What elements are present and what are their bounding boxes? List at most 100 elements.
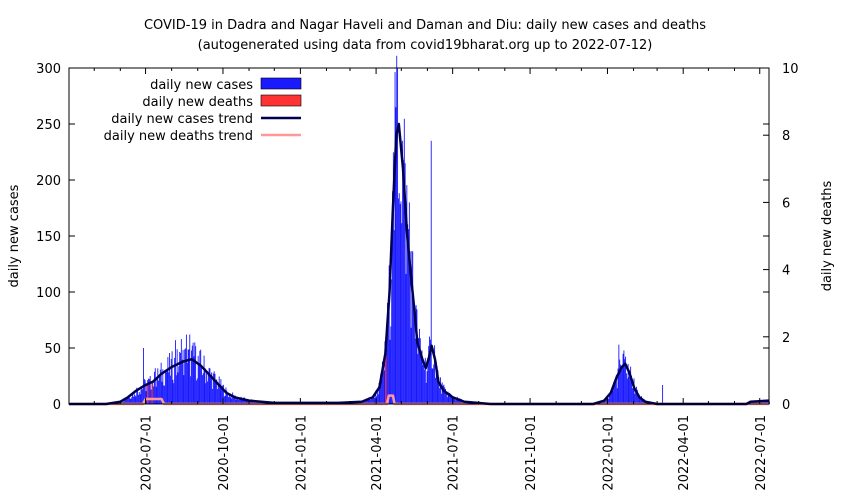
- case-bar: [239, 399, 241, 404]
- case-bar: [379, 383, 381, 404]
- case-bar: [229, 397, 231, 404]
- case-bar: [148, 378, 149, 404]
- case-bar: [212, 373, 214, 404]
- case-bar: [216, 379, 218, 404]
- case-bar: [224, 395, 226, 404]
- case-bar: [419, 338, 421, 404]
- case-bar: [605, 399, 607, 404]
- case-bar: [159, 374, 160, 404]
- case-bar: [191, 345, 193, 404]
- case-bar: [434, 377, 436, 404]
- case-bar: [368, 397, 370, 404]
- case-bar: [155, 386, 157, 404]
- case-bar: [221, 387, 223, 404]
- case-bar: [625, 373, 627, 404]
- case-bar: [406, 185, 408, 404]
- case-bar: [394, 72, 396, 404]
- legend-deaths-label: daily new deaths: [142, 95, 253, 110]
- case-bar: [206, 381, 208, 404]
- case-bar: [217, 385, 219, 404]
- y2-tick-label: 8: [782, 129, 790, 144]
- case-bar: [128, 396, 130, 404]
- case-bar: [631, 375, 632, 404]
- case-bar: [382, 364, 384, 404]
- case-bar: [392, 152, 394, 404]
- y2-tick-label: 4: [782, 264, 790, 279]
- case-bar: [615, 375, 617, 404]
- case-bar: [176, 349, 178, 404]
- case-bar: [418, 338, 420, 404]
- case-bar: [207, 374, 209, 404]
- chart-subtitle: (autogenerated using data from covid19bh…: [198, 38, 653, 53]
- case-bar: [365, 399, 367, 404]
- y-tick-label: 300: [36, 62, 61, 77]
- case-bar: [404, 163, 406, 404]
- case-bar: [450, 393, 452, 404]
- y-axis-label: daily new cases: [7, 184, 22, 287]
- case-bar: [172, 379, 174, 404]
- case-bar: [199, 350, 201, 404]
- chart-title: COVID-19 in Dadra and Nagar Haveli and D…: [144, 18, 706, 33]
- case-bar: [363, 400, 365, 404]
- case-bar: [441, 382, 443, 404]
- case-bar: [612, 390, 614, 404]
- case-bar: [414, 338, 416, 404]
- case-bar: [374, 398, 376, 404]
- case-bar: [240, 396, 242, 404]
- case-bar: [450, 394, 452, 404]
- case-bar: [219, 388, 221, 404]
- case-bar: [179, 351, 181, 404]
- case-bar: [413, 303, 415, 404]
- x-tick-label: 2022-04-01: [677, 415, 692, 491]
- x-tick-label: 2021-10-01: [524, 415, 539, 491]
- legend-deaths-trend-label: daily new deaths trend: [104, 129, 253, 144]
- case-bar: [209, 368, 211, 404]
- x-tick-label: 2020-07-01: [140, 415, 155, 491]
- case-bar: [180, 339, 182, 404]
- case-bar: [185, 348, 187, 404]
- case-bar: [142, 389, 144, 404]
- case-bar: [222, 385, 224, 404]
- case-bar: [166, 371, 168, 404]
- case-bar: [396, 55, 398, 404]
- case-bar: [182, 349, 184, 404]
- case-bar: [611, 388, 613, 404]
- case-bar: [226, 390, 228, 404]
- case-bar: [397, 68, 399, 404]
- case-bar: [190, 376, 192, 404]
- case-bar: [622, 353, 624, 404]
- case-bar: [625, 356, 627, 404]
- case-bar: [458, 398, 460, 404]
- case-bar: [129, 398, 131, 404]
- case-bar: [371, 398, 372, 404]
- case-bar: [383, 370, 385, 404]
- case-bar: [144, 380, 146, 404]
- case-bar: [191, 350, 192, 404]
- case-bar: [378, 382, 380, 404]
- case-bar: [614, 383, 616, 404]
- case-bar: [175, 340, 176, 404]
- case-bar: [443, 384, 445, 404]
- case-bar: [218, 376, 220, 404]
- case-bar: [241, 398, 243, 404]
- case-bar: [380, 373, 382, 404]
- case-bar: [367, 399, 369, 404]
- case-bar: [193, 356, 195, 404]
- case-bar: [203, 355, 205, 404]
- case-bar: [185, 334, 187, 404]
- case-bar: [456, 396, 458, 404]
- case-bar: [228, 397, 229, 404]
- case-bar: [384, 341, 386, 404]
- x-tick-label: 2022-01-01: [601, 415, 616, 491]
- case-bar: [424, 369, 425, 404]
- case-bar: [388, 265, 390, 404]
- case-bar: [133, 390, 135, 404]
- case-bar: [640, 397, 642, 404]
- legend-cases-trend-label: daily new cases trend: [111, 112, 253, 127]
- case-bar: [366, 400, 367, 404]
- case-bar: [434, 345, 436, 404]
- case-bar: [440, 393, 442, 404]
- case-bar: [152, 382, 154, 404]
- case-bar: [236, 397, 238, 404]
